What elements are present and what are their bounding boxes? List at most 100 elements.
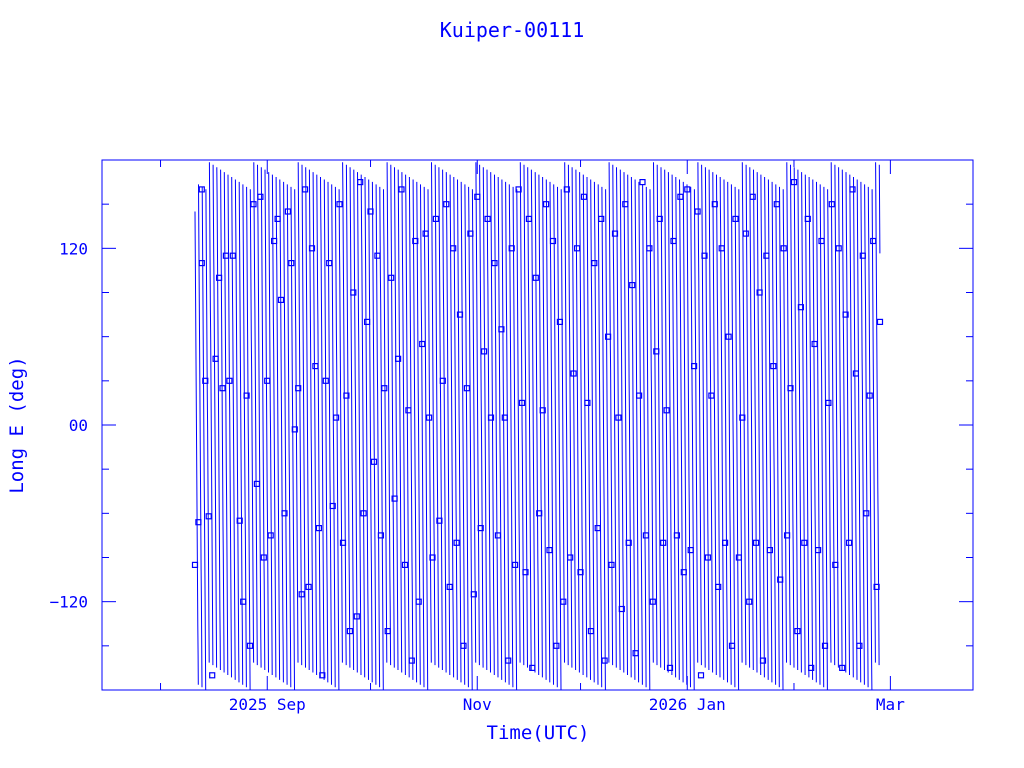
data-point [670,237,677,245]
data-point [209,672,216,679]
ground-track-trace [246,186,251,690]
ground-track-trace [849,174,854,678]
data-point [790,179,798,186]
data-point [381,385,388,392]
data-point [783,532,791,539]
ground-track-trace [331,184,336,688]
data-point [787,385,794,392]
data-point [384,627,391,635]
ground-track-trace [386,162,392,666]
data-point [491,260,498,267]
ground-track-trace [527,167,532,671]
ground-track-trace [867,186,873,690]
data-point [759,657,767,664]
ground-track-trace [216,167,221,671]
ground-track-trace [253,162,258,666]
data-point [845,539,853,546]
ground-track-trace [353,169,358,673]
data-point [281,510,288,517]
data-point [477,524,484,532]
plot-area: −120 00 120 2025 Sep Nov 2026 Jan Mar [49,159,974,714]
data-point [326,260,333,267]
data-point [494,532,501,539]
ground-track-trace [616,167,621,671]
ground-track-trace [586,176,591,680]
ground-track-trace [853,176,858,680]
data-point [505,657,512,664]
ground-track-trace [642,184,647,688]
ground-track-trace [660,167,665,671]
data-point [866,392,873,399]
data-point [353,613,360,620]
ground-track-trace [453,176,458,680]
data-point [553,642,560,649]
data-point [687,546,694,554]
data-point [556,318,564,325]
x-tick-label: Nov [463,695,492,714]
ground-track-trace [645,186,651,690]
ground-track-trace [390,164,395,668]
data-point [525,215,533,222]
data-point [240,598,247,605]
data-point [763,252,770,259]
ground-track-trace [704,167,710,671]
data-point [319,672,326,679]
ground-track-trace [264,169,269,673]
ground-track-trace [856,179,862,683]
data-point [257,193,264,200]
data-point [859,252,866,259]
data-point [226,377,233,384]
ground-track-trace [838,167,843,671]
data-point [770,363,777,370]
ground-track-trace [690,186,695,690]
data-point [322,377,329,384]
ground-track-trace [316,174,321,678]
ground-track-trace [649,189,654,663]
data-point [405,407,412,414]
ground-track-trace [449,174,455,678]
data-point [852,370,860,377]
ground-track-trace [801,172,806,676]
ground-track-trace [301,164,306,668]
ground-track-trace [242,184,247,688]
data-point [622,201,629,208]
ground-track-trace [764,176,769,680]
data-point [814,546,822,554]
ground-track-trace [490,172,495,676]
data-point [463,385,470,392]
ground-track-trace [571,167,577,671]
ground-track-trace [290,186,295,690]
data-point [422,230,429,237]
ground-track-trace [198,184,203,688]
ground-track-trace [608,162,614,666]
data-point [191,561,199,569]
data-point [302,186,309,193]
data-point [715,583,722,591]
data-point [367,208,374,215]
data-point [777,576,784,583]
ground-track-trace [201,186,207,690]
ground-track-trace [464,184,469,688]
data-point [274,215,281,222]
data-point [839,664,846,672]
data-point [532,274,539,281]
data-point [615,414,622,421]
data-point [398,186,405,193]
ground-track-trace [519,162,525,666]
data-point [291,426,298,433]
data-point [539,407,546,414]
ground-track-trace [408,176,414,680]
data-point [360,510,367,517]
ground-track-trace [412,179,418,683]
data-point [842,311,849,318]
ground-track-trace [593,181,599,685]
ground-track-trace [875,162,880,666]
data-point [663,407,670,414]
ground-track-trace [601,186,606,690]
ground-track-trace [553,184,558,688]
ground-track-trace [345,164,351,668]
ground-track-trace [223,172,229,676]
ground-track-trace [297,162,303,666]
data-point [690,363,698,370]
